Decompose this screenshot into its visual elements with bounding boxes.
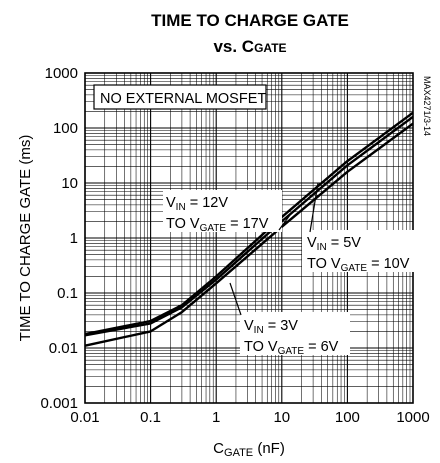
series-line-12v	[84, 111, 414, 336]
series-lines	[84, 111, 414, 347]
x-tick-label: 10	[273, 409, 290, 426]
y-tick-labels: 0.001 0.01 0.1 1 10 100 1000	[40, 65, 78, 412]
label-12v: VIN = 12V TO VGATE = 17V	[163, 190, 282, 234]
y-tick-label: 1000	[45, 65, 78, 82]
pointer-3v	[229, 282, 242, 316]
series-line-5v	[84, 115, 414, 337]
chart-subtitle: vs. CGATE	[213, 37, 286, 56]
y-tick-label: 0.1	[57, 285, 78, 302]
side-code: MAX4271/3-14	[422, 76, 432, 136]
svg-text:TO VGATE = 17V: TO VGATE = 17V	[166, 216, 269, 234]
pointer-12v	[278, 214, 291, 231]
label-5v: VIN = 5V TO VGATE = 10V	[302, 230, 414, 274]
y-tick-label: 0.01	[49, 340, 78, 357]
svg-text:VIN = 12V: VIN = 12V	[166, 195, 228, 213]
x-tick-label: 1	[212, 409, 220, 426]
y-tick-label: 1	[70, 230, 78, 247]
svg-text:VIN = 5V: VIN = 5V	[307, 235, 361, 253]
svg-text:TO VGATE = 10V: TO VGATE = 10V	[307, 256, 410, 274]
x-tick-label: 0.01	[70, 409, 99, 426]
x-axis-label: CGATE (nF)	[213, 440, 285, 459]
y-tick-label: 100	[53, 120, 78, 137]
svg-text:TO VGATE = 6V: TO VGATE = 6V	[244, 339, 339, 357]
no-mosfet-text: NO EXTERNAL MOSFET	[100, 91, 266, 107]
x-tick-label: 100	[335, 409, 360, 426]
svg-text:VIN = 3V: VIN = 3V	[244, 318, 298, 336]
y-axis-label: TIME TO CHARGE GATE (ms)	[17, 135, 34, 342]
y-tick-label: 0.001	[40, 395, 78, 412]
pointer-5v	[309, 182, 319, 233]
chart-title: TIME TO CHARGE GATE	[151, 11, 349, 30]
x-tick-label: 1000	[396, 409, 429, 426]
y-tick-label: 10	[61, 175, 78, 192]
no-mosfet-box: NO EXTERNAL MOSFET	[93, 84, 267, 110]
x-tick-labels: 0.01 0.1 1 10 100 1000	[70, 409, 429, 426]
x-tick-label: 0.1	[140, 409, 161, 426]
label-3v: VIN = 3V TO VGATE = 6V	[240, 312, 350, 357]
series-line-3v	[84, 122, 414, 347]
